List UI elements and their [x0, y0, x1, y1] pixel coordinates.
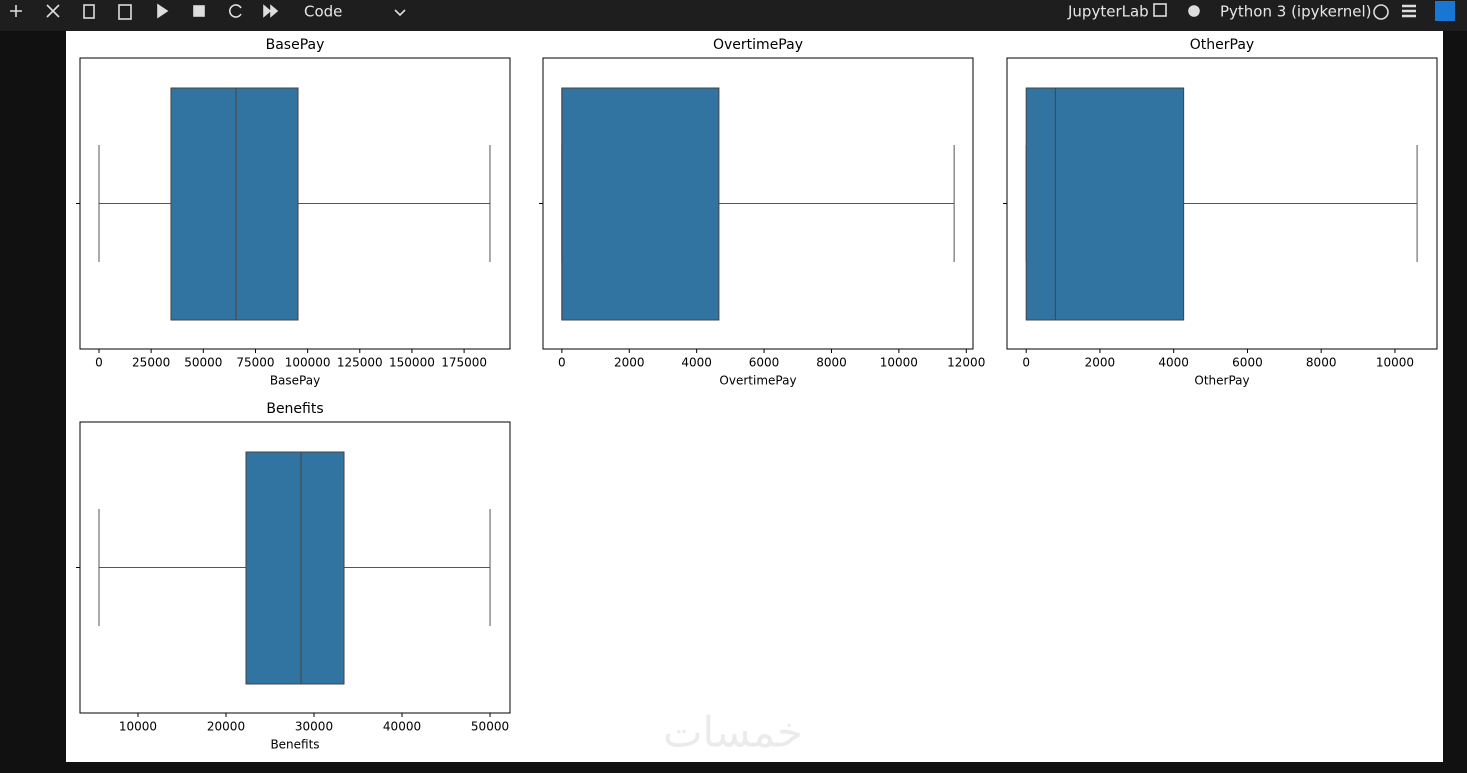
x-tick-label: 175000 — [441, 356, 487, 370]
x-tick-label: 100000 — [285, 356, 331, 370]
watermark: خمسات — [663, 708, 803, 757]
x-axis-label: OtherPay — [1194, 374, 1249, 388]
x-tick-label: 6000 — [749, 356, 780, 370]
x-tick-label: 10000 — [1376, 356, 1414, 370]
debug-icon[interactable] — [1188, 5, 1200, 17]
settings-icon[interactable] — [1435, 1, 1455, 21]
x-tick-label: 0 — [95, 356, 103, 370]
copy-icon[interactable] — [83, 4, 95, 19]
x-tick-label: 125000 — [337, 356, 383, 370]
restart-icon[interactable] — [229, 4, 242, 18]
x-tick-label: 10000 — [880, 356, 918, 370]
x-tick-label: 0 — [558, 356, 566, 370]
menu-icon[interactable] — [1402, 4, 1416, 18]
x-tick-label: 2000 — [614, 356, 645, 370]
box — [561, 87, 720, 321]
kernel-name[interactable]: Python 3 (ipykernel) — [1220, 3, 1372, 21]
cut-icon[interactable] — [46, 4, 60, 18]
x-tick-label: 75000 — [236, 356, 274, 370]
chart-title: OvertimePay — [713, 37, 803, 53]
x-axis-label: BasePay — [270, 374, 320, 388]
x-tick-label: 50000 — [184, 356, 222, 370]
x-tick-label: 50000 — [471, 720, 509, 734]
toolbar — [0, 0, 1467, 31]
open-icon[interactable] — [1153, 3, 1167, 17]
x-axis-label: Benefits — [270, 738, 319, 752]
x-tick-label: 8000 — [1306, 356, 1337, 370]
axes-frame — [542, 57, 974, 350]
chart-title: OtherPay — [1190, 37, 1254, 53]
jupyterlab-link[interactable]: JupyterLab — [1067, 3, 1149, 21]
x-tick-label: 12000 — [947, 356, 985, 370]
x-tick-label: 40000 — [383, 720, 421, 734]
x-tick-label: 4000 — [1158, 356, 1189, 370]
axes-frame — [1006, 57, 1438, 350]
run-icon[interactable] — [157, 3, 169, 19]
cell-type[interactable]: Code — [304, 3, 342, 21]
x-tick-label: 8000 — [816, 356, 847, 370]
chart-title: BasePay — [266, 37, 325, 53]
x-tick-label: 10000 — [119, 720, 157, 734]
box — [170, 87, 299, 321]
stop-icon[interactable] — [193, 5, 205, 17]
x-tick-label: 150000 — [389, 356, 435, 370]
axes-frame — [79, 57, 511, 350]
axes-frame — [79, 421, 511, 714]
paste-icon[interactable] — [118, 4, 132, 20]
x-tick-label: 2000 — [1085, 356, 1116, 370]
run-all-icon[interactable] — [263, 4, 279, 18]
add-cell-icon[interactable] — [10, 5, 22, 17]
x-tick-label: 6000 — [1232, 356, 1263, 370]
x-tick-label: 25000 — [132, 356, 170, 370]
kernel-status — [1373, 4, 1389, 20]
box — [245, 451, 345, 685]
x-tick-label: 4000 — [681, 356, 712, 370]
x-tick-label: 20000 — [207, 720, 245, 734]
chart-title: Benefits — [266, 401, 323, 417]
dropdown-icon[interactable] — [394, 9, 406, 17]
x-axis-label: OvertimePay — [719, 374, 796, 388]
x-tick-label: 0 — [1022, 356, 1030, 370]
x-tick-label: 30000 — [295, 720, 333, 734]
box — [1025, 87, 1185, 321]
